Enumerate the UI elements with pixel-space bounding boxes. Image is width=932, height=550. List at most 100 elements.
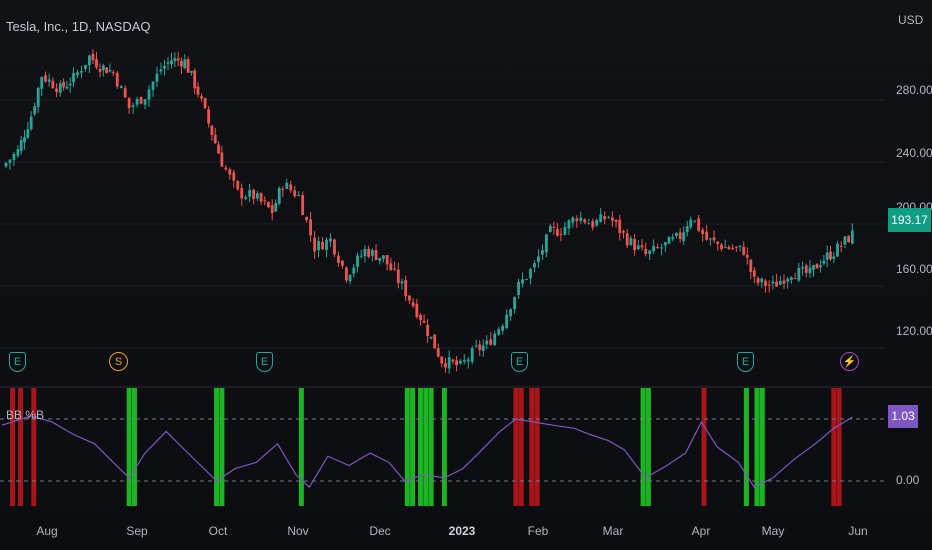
candle-up (660, 247, 664, 249)
price-tick: 160.00 (896, 262, 932, 276)
candle-up (797, 267, 801, 281)
candle-up (173, 58, 177, 61)
candle-up (244, 197, 248, 199)
time-label: May (761, 524, 785, 538)
candle-up (84, 64, 87, 69)
candle-down (44, 75, 47, 82)
candle-up (760, 278, 764, 283)
candle-down (301, 195, 305, 216)
candle-up (607, 217, 611, 219)
candle-up (738, 245, 742, 247)
time-label: Mar (602, 524, 624, 538)
currency-label[interactable]: USD (898, 13, 924, 27)
candle-down (186, 59, 190, 73)
red-zone-bar (534, 388, 540, 506)
green-zone-bar (418, 388, 424, 506)
candle-up (563, 227, 567, 235)
candle-up (801, 267, 804, 269)
candle-down (804, 265, 808, 273)
green-zone-bar (441, 388, 447, 506)
candle-up (808, 267, 812, 274)
price-tick: 280.00 (896, 83, 932, 97)
candle-down (259, 193, 263, 202)
green-zone-bar (404, 388, 410, 506)
candle-up (170, 60, 173, 65)
candle-down (196, 86, 200, 95)
candle-up (509, 309, 513, 317)
green-zone-bar (640, 388, 646, 506)
candle-down (583, 219, 587, 223)
time-label: Apr (691, 524, 711, 538)
candle-down (220, 152, 224, 167)
time-label: Feb (527, 524, 549, 538)
candle-up (80, 70, 83, 73)
candle-down (712, 237, 716, 241)
earnings-icon[interactable]: E (256, 352, 273, 372)
candle-up (131, 105, 135, 107)
candle-down (321, 241, 324, 250)
candle-up (541, 250, 544, 255)
candle-up (481, 345, 485, 351)
green-zone-bar (126, 388, 132, 506)
candle-down (289, 184, 293, 191)
flash-icon[interactable]: ⚡ (840, 352, 859, 371)
candle-up (548, 225, 552, 233)
candle-up (159, 69, 163, 72)
earnings-icon[interactable]: E (737, 352, 754, 372)
candle-down (478, 344, 482, 350)
earnings-icon[interactable]: E (9, 352, 26, 372)
candle-down (847, 236, 851, 243)
red-zone-bar (513, 388, 519, 506)
candle-up (708, 238, 712, 240)
last-price-badge: 193.17 (888, 208, 931, 232)
candle-down (591, 221, 595, 228)
candle-up (143, 99, 147, 105)
candle-down (656, 246, 660, 248)
candle-up (163, 65, 166, 69)
candle-up (325, 239, 328, 250)
candle-down (731, 248, 735, 250)
green-zone-bar (428, 388, 434, 506)
candle-up (356, 255, 359, 267)
candle-down (640, 245, 644, 248)
candle-down (618, 219, 622, 233)
indicator-title[interactable]: BB %B (6, 408, 45, 422)
candle-up (297, 195, 301, 197)
candle-down (793, 278, 797, 280)
candle-down (614, 219, 618, 222)
candle-down (756, 277, 760, 283)
candle-down (575, 218, 579, 221)
candle-down (815, 263, 819, 269)
candle-down (727, 246, 731, 249)
candle-up (567, 220, 571, 229)
candle-down (415, 303, 419, 317)
candle-down (232, 172, 236, 181)
candle-down (193, 70, 197, 89)
candle-down (433, 334, 437, 349)
candle-up (850, 230, 854, 244)
candle-up (108, 70, 112, 72)
candle-up (786, 278, 790, 282)
symbol-title[interactable]: Tesla, Inc., 1D, NASDAQ (6, 19, 151, 34)
candle-down (408, 295, 411, 301)
split-icon[interactable]: S (109, 352, 128, 371)
red-zone-bar (831, 388, 837, 506)
green-zone-bar (214, 388, 220, 506)
candle-down (678, 232, 682, 240)
candle-down (389, 263, 393, 271)
candle-down (95, 58, 98, 68)
earnings-icon[interactable]: E (511, 352, 528, 372)
candle-up (36, 88, 40, 107)
candle-up (4, 162, 8, 167)
candle-up (274, 202, 278, 212)
candle-down (752, 270, 756, 277)
green-zone-bar (219, 388, 225, 506)
time-label: Nov (287, 524, 309, 538)
candle-up (663, 242, 667, 246)
candle-up (119, 86, 123, 89)
candle-up (65, 86, 69, 89)
indicator-tick: 0.00 (896, 473, 920, 487)
candle-up (29, 116, 33, 129)
